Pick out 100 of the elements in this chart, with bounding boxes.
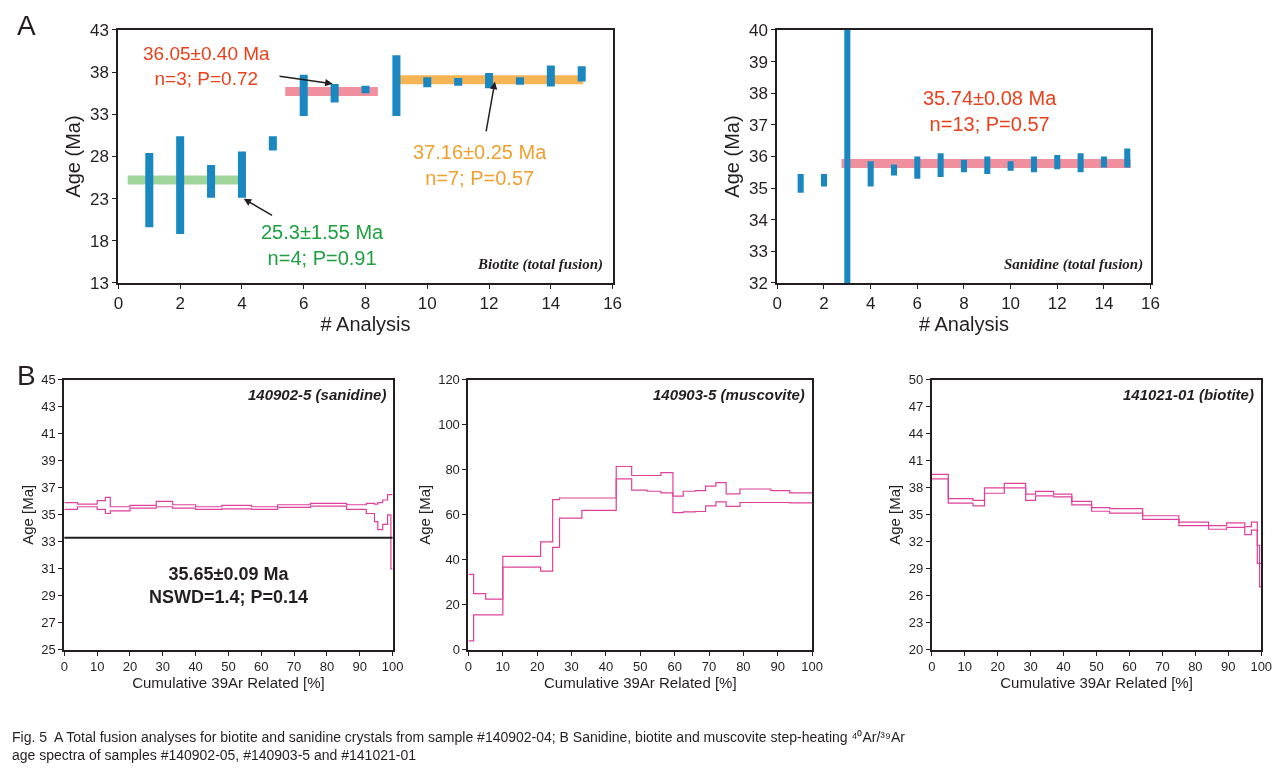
annotation: 35.74±0.08 Ma n=13; P=0.57 (923, 87, 1058, 135)
x-tick-label: 2 (175, 294, 185, 314)
y-tick-label: 29 (41, 588, 56, 604)
y-tick-label: 39 (41, 453, 56, 469)
y-axis-title: Age [Ma] (415, 484, 433, 545)
annotation: 140902-5 (sanidine) (248, 386, 387, 403)
y-tick-label: 34 (749, 210, 768, 230)
x-tick-label: 60 (254, 659, 269, 675)
x-tick-label: 30 (564, 659, 579, 675)
y-tick-label: 37 (749, 115, 768, 135)
y-tick-label: 0 (452, 642, 460, 658)
x-tick-label: 12 (479, 294, 499, 314)
y-tick-label: 20 (445, 597, 460, 613)
x-tick-label: 16 (1141, 294, 1161, 314)
x-tick-label: 70 (701, 659, 717, 675)
x-tick-label: 90 (352, 659, 367, 675)
x-tick-label: 0 (772, 294, 783, 314)
y-tick-label: 31 (41, 561, 56, 577)
y-tick-label: 37 (41, 480, 56, 496)
y-tick-label: 23 (908, 615, 924, 631)
y-tick-label: 32 (749, 273, 768, 293)
x-tick-label: 0 (60, 659, 68, 675)
y-tick-label: 35 (908, 507, 924, 523)
y-tick-label: 38 (90, 63, 109, 83)
y-tick-label: 25 (41, 642, 56, 658)
y-tick-label: 29 (908, 561, 924, 577)
x-tick-label: 0 (928, 659, 936, 675)
x-tick-label: 8 (360, 294, 371, 314)
x-tick-label: 16 (603, 294, 623, 314)
y-tick-label: 120 (438, 372, 460, 388)
y-tick-label: 41 (908, 453, 924, 469)
x-tick-label: 10 (957, 659, 972, 675)
y-tick-label: 26 (908, 588, 924, 604)
y-tick-label: 50 (908, 372, 924, 388)
x-tick-label: 20 (122, 659, 138, 675)
x-tick-label: 60 (1122, 659, 1137, 675)
x-tick-label: 20 (529, 659, 545, 675)
x-tick-label: 80 (319, 659, 335, 675)
text: A (17, 10, 36, 41)
x-axis-title: Cumulative 39Ar Related [%] (1000, 674, 1193, 692)
x-tick-label: 100 (381, 659, 404, 675)
y-tick-label: 13 (90, 273, 109, 293)
y-tick-label: 100 (438, 417, 460, 433)
x-tick-label: 40 (598, 659, 614, 675)
y-tick-label: 28 (90, 147, 109, 167)
x-tick-label: 70 (1155, 659, 1170, 675)
y-tick-label: 23 (90, 189, 109, 209)
x-tick-label: 50 (633, 659, 648, 675)
x-tick-label: 4 (865, 294, 876, 314)
x-tick-label: 0 (113, 294, 124, 314)
y-tick-label: 36 (749, 147, 768, 167)
y-tick-label: 47 (908, 399, 924, 415)
y-tick-label: 60 (445, 507, 460, 523)
x-tick-label: 10 (417, 294, 437, 314)
x-axis-title: # Analysis (320, 313, 411, 336)
annotation: 140903-5 (muscovite) (653, 386, 805, 403)
y-tick-label: 38 (749, 84, 768, 104)
x-tick-label: 50 (221, 659, 236, 675)
annotation: 25.3±1.55 Ma n=4; P=0.91 (261, 221, 385, 269)
x-tick-label: 4 (237, 294, 247, 314)
x-tick-label: 10 (89, 659, 105, 675)
y-tick-label: 41 (41, 426, 56, 442)
x-tick-label: 100 (801, 659, 823, 675)
y-tick-label: 39 (749, 52, 768, 72)
x-tick-label: 90 (1221, 659, 1236, 675)
y-axis-title: Age [Ma] (886, 484, 904, 545)
x-tick-label: 0 (464, 659, 473, 675)
x-tick-label: 80 (736, 659, 751, 675)
x-tick-label: 6 (299, 294, 309, 314)
x-axis-title: Cumulative 39Ar Related [%] (543, 674, 737, 692)
x-tick-label: 10 (495, 659, 511, 675)
y-tick-label: 35 (41, 507, 56, 523)
annotation: Sanidine (total fusion) (1004, 256, 1144, 273)
y-tick-label: 20 (908, 642, 924, 658)
x-tick-label: 14 (541, 294, 561, 314)
y-tick-label: 35 (749, 179, 768, 199)
x-axis-title: Cumulative 39Ar Related [%] (132, 674, 325, 692)
y-tick-label: 43 (41, 399, 56, 415)
y-axis-title: Age [Ma] (19, 484, 37, 545)
x-tick-label: 8 (959, 294, 969, 314)
x-tick-label: 40 (188, 659, 203, 675)
y-tick-label: 45 (41, 372, 56, 388)
y-axis-title: Age (Ma) (62, 115, 85, 198)
x-tick-label: 30 (1023, 659, 1038, 675)
x-axis-title: # Analysis (918, 313, 1009, 336)
y-tick-label: 44 (908, 426, 924, 442)
x-tick-label: 100 (1250, 659, 1273, 675)
annotation: 36.05±0.40 Ma n=3; P=0.72 (143, 43, 271, 89)
caption: Fig. 5 A Total fusion analyses for biotite and sanidine crystals from sample #140902-04; B Sanidine, biotite and muscovite step-heating ⁴⁰Ar/³⁹Ar age spectra of samples #140902-05, #140903-5 and #141021-01 (12, 729, 906, 764)
annotation: 141021-01 (biotite) (1123, 386, 1254, 403)
text: B (17, 360, 36, 391)
y-tick-label: 18 (90, 231, 109, 251)
annotation: Biotite (total fusion) (477, 256, 604, 273)
y-tick-label: 40 (749, 20, 768, 40)
y-tick-label: 38 (908, 480, 924, 496)
x-tick-label: 14 (1094, 294, 1114, 314)
y-tick-label: 40 (445, 552, 460, 568)
x-tick-label: 90 (770, 659, 785, 675)
x-tick-label: 40 (1056, 659, 1071, 675)
y-tick-label: 43 (90, 20, 109, 40)
